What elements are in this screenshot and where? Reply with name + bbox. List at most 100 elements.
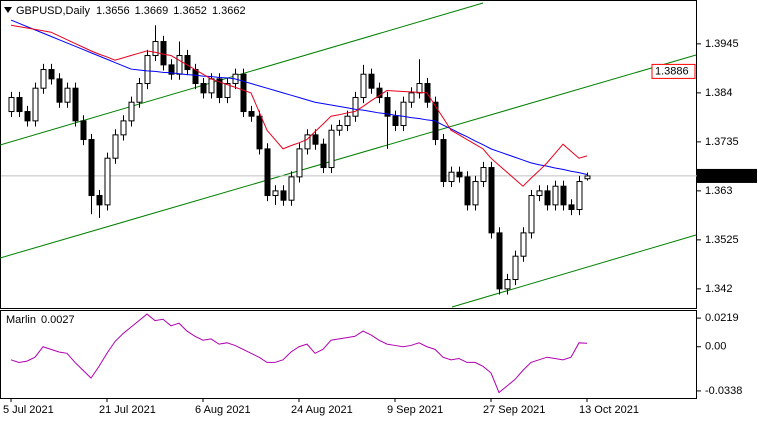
candle-body — [208, 78, 215, 94]
oscillator-title: Marlin — [6, 314, 36, 326]
level-label: 1.3886 — [655, 65, 689, 77]
candle-body — [368, 73, 375, 89]
candle-body — [136, 83, 143, 103]
chart-title: GBPUSD,Daily — [16, 5, 90, 17]
chart-header: GBPUSD,Daily 1.3656 1.3669 1.3652 1.3662 — [16, 5, 246, 17]
candle-body — [200, 83, 207, 94]
candle-body — [40, 69, 47, 89]
candle-body — [128, 101, 135, 122]
candle-body — [416, 83, 423, 94]
y-tick-label: 1.3525 — [705, 234, 739, 246]
candle-body — [8, 97, 15, 113]
candle-body — [32, 87, 39, 122]
candle-body — [360, 73, 367, 99]
candle-body — [496, 232, 503, 290]
main-panel-frame — [0, 0, 697, 309]
y-tick-label: 1.3945 — [705, 38, 739, 50]
candle-body — [400, 101, 407, 127]
candle-body — [248, 111, 255, 117]
candle-body — [24, 111, 31, 122]
candle-body — [344, 115, 351, 127]
indicator-line — [10, 313, 588, 394]
y-tick-label: 1.3735 — [705, 136, 739, 148]
candle-body — [160, 41, 167, 66]
header-high: 1.3669 — [135, 5, 169, 17]
oscillator-value: 0.0027 — [41, 314, 75, 326]
candle-body — [80, 120, 87, 141]
candle-body — [312, 134, 319, 145]
candle-body — [392, 115, 399, 127]
y-tick-label: -0.0338 — [705, 385, 742, 397]
header-open: 1.3656 — [96, 5, 130, 17]
indicator-line — [10, 19, 588, 176]
candle-body — [440, 139, 447, 183]
x-tick-label: 6 Aug 2021 — [195, 404, 251, 416]
candle-body — [176, 55, 183, 75]
candle-body — [152, 41, 159, 57]
x-tick-label: 13 Oct 2021 — [579, 404, 639, 416]
candle-body — [288, 176, 295, 201]
candle-body — [296, 148, 303, 178]
candle-body — [376, 87, 383, 99]
candle-body — [168, 64, 175, 75]
channel-line — [451, 234, 697, 308]
candle-body — [280, 190, 287, 201]
candle-body — [448, 171, 455, 183]
y-tick-label: 1.342 — [705, 283, 733, 295]
candle-body — [104, 157, 111, 206]
candle-body — [264, 148, 271, 197]
candle-body — [512, 255, 519, 281]
candle-body — [96, 195, 103, 206]
indicator-line — [10, 24, 588, 187]
candle-body — [544, 190, 551, 206]
candle-body — [536, 190, 543, 197]
channel-line — [0, 54, 697, 259]
candle-body — [56, 78, 63, 103]
y-tick-label: 1.363 — [705, 185, 733, 197]
candle-body — [520, 232, 527, 257]
x-tick-label: 21 Jul 2021 — [99, 404, 156, 416]
candle-body — [560, 185, 567, 206]
oscillator-panel-frame — [0, 310, 697, 399]
candle-body — [584, 175, 591, 180]
y-tick-label: 0.0219 — [705, 312, 739, 324]
current-price-label: 1.3662 — [705, 170, 739, 182]
candle-body — [304, 134, 311, 150]
candle-body — [568, 204, 575, 211]
y-tick-label: 1.384 — [705, 87, 733, 99]
candle-body — [480, 167, 487, 183]
candle-body — [328, 129, 335, 169]
candle-body — [352, 97, 359, 117]
symbol-icon — [4, 7, 12, 13]
candle-body — [240, 73, 247, 113]
candle-body — [408, 92, 415, 103]
x-tick-label: 24 Aug 2021 — [291, 404, 353, 416]
candle-body — [272, 190, 279, 197]
candle-body — [504, 279, 511, 290]
candle-body — [184, 55, 191, 71]
oscillator-header: Marlin 0.0027 — [6, 314, 75, 326]
candle-body — [464, 176, 471, 206]
level-label-box — [651, 63, 696, 79]
candle-body — [552, 185, 559, 206]
y-tick-label: 0.00 — [705, 341, 726, 353]
header-close: 1.3662 — [212, 5, 246, 17]
candle-body — [256, 115, 263, 150]
candle-body — [192, 69, 199, 85]
candle-body — [336, 125, 343, 131]
candle-body — [16, 97, 23, 113]
candle-body — [224, 83, 231, 99]
candle-body — [320, 143, 327, 169]
candle-body — [144, 55, 151, 85]
current-price-box — [697, 168, 757, 183]
candle-body — [472, 181, 479, 206]
candle-body — [72, 87, 79, 122]
candle-body — [48, 69, 55, 80]
candle-body — [88, 139, 95, 197]
candle-body — [112, 134, 119, 159]
candle-body — [456, 171, 463, 178]
x-tick-label: 27 Sep 2021 — [483, 404, 545, 416]
candle-body — [488, 167, 495, 234]
